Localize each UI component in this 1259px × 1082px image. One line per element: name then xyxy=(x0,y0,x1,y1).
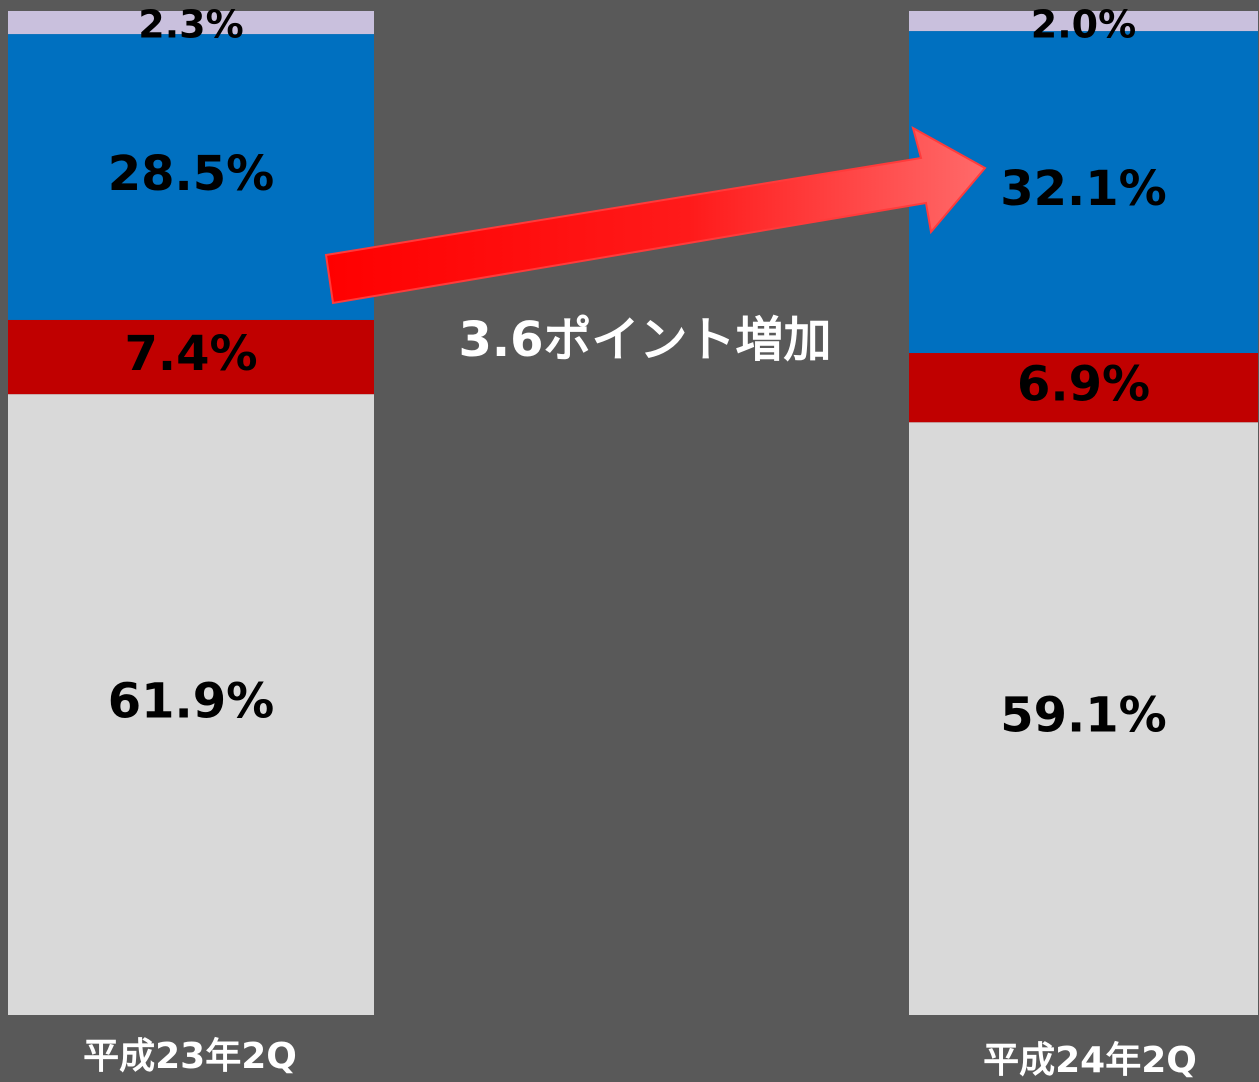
annotation: 3.6ポイント増加 xyxy=(458,312,831,368)
bar-segment xyxy=(909,31,1258,354)
value-label: 2.3% xyxy=(138,2,243,46)
value-label: 28.5% xyxy=(108,146,275,202)
value-label: 32.1% xyxy=(1000,161,1167,217)
increase-arrow xyxy=(324,125,987,305)
bar-segment xyxy=(8,319,374,395)
value-label: 61.9% xyxy=(108,674,275,730)
bar-segment xyxy=(8,10,374,35)
bar-segment xyxy=(909,422,1258,1015)
value-label: 2.0% xyxy=(1031,2,1136,46)
bars: 61.9% 7.4% 28.5% 2.3% 平成23年2Q 59.1% 6.9% 32.1% 2… xyxy=(8,2,1258,1081)
bar-segment xyxy=(8,34,374,320)
bar-segment xyxy=(909,353,1258,423)
value-label: 6.9% xyxy=(1017,357,1150,413)
bar-segment xyxy=(909,10,1258,32)
x-tick-label: 平成24年2Q xyxy=(983,1040,1197,1081)
x-tick-label: 平成23年2Q xyxy=(83,1036,297,1077)
value-label: 59.1% xyxy=(1000,688,1167,744)
value-label: 7.4% xyxy=(124,326,257,382)
bar-segment xyxy=(8,394,374,1015)
